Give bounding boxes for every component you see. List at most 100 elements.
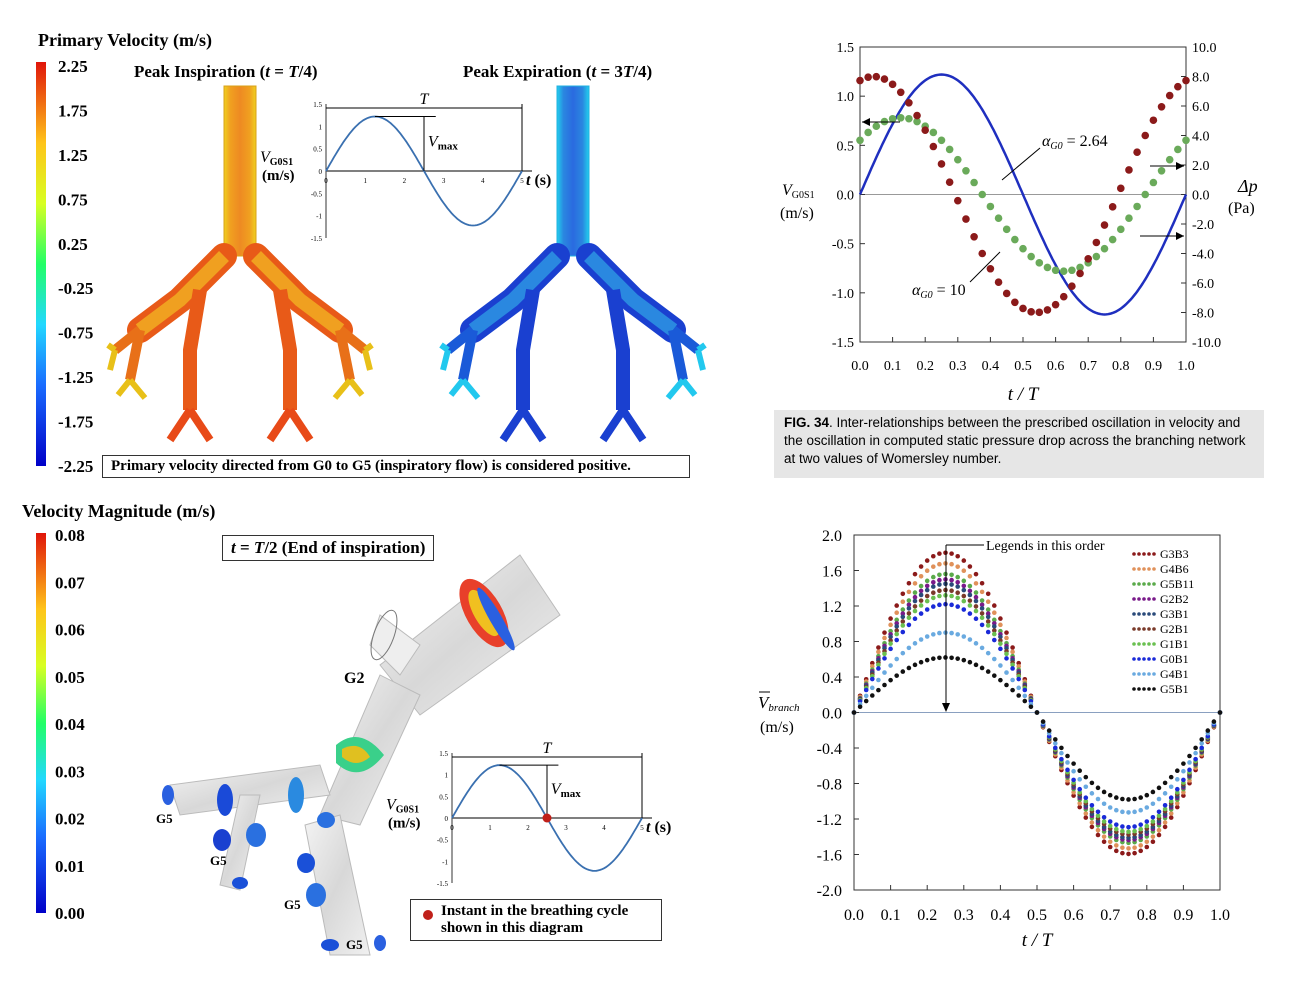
alpha-10-point bbox=[1043, 306, 1052, 314]
series-point bbox=[900, 669, 906, 674]
series-point bbox=[882, 670, 887, 675]
g5-label-2: G5 bbox=[210, 853, 227, 868]
alpha-2-64-point bbox=[905, 114, 913, 123]
alpha-2-64-point bbox=[994, 214, 1003, 223]
series-point bbox=[979, 606, 985, 611]
colorbar-tick-label: 2.25 bbox=[58, 57, 88, 76]
series-point bbox=[961, 587, 967, 593]
series-point bbox=[882, 651, 887, 657]
alpha-2-64-point bbox=[896, 114, 905, 122]
alpha-10-point bbox=[856, 76, 864, 85]
series-point bbox=[1071, 790, 1076, 795]
alpha-2-64-point bbox=[1100, 244, 1109, 253]
series-point bbox=[1010, 645, 1015, 650]
alpha-2-64-point bbox=[1157, 166, 1166, 175]
right-y-tick-label: -6.0 bbox=[1192, 277, 1214, 292]
series-point bbox=[1095, 796, 1101, 802]
series-point bbox=[985, 623, 991, 628]
y-tick-label: 0.4 bbox=[822, 670, 842, 687]
legend-order-annotation: Legends in this order bbox=[986, 539, 1105, 554]
series-point bbox=[1138, 826, 1143, 832]
series-point bbox=[1168, 774, 1174, 780]
expiration-title-t: t bbox=[591, 62, 597, 81]
series-point bbox=[1077, 768, 1082, 773]
y-axis-unit: (m/s) bbox=[760, 719, 794, 736]
legend-marker bbox=[1142, 657, 1146, 661]
colorbar-tick-label: 0.02 bbox=[55, 810, 85, 829]
alpha-2-64-point bbox=[954, 155, 962, 164]
series-point bbox=[900, 611, 906, 616]
series-point bbox=[1162, 806, 1168, 812]
series-point bbox=[1132, 809, 1137, 815]
series-point bbox=[906, 665, 912, 671]
series-point bbox=[937, 588, 942, 593]
series-point bbox=[992, 617, 997, 623]
inset-x-tick: 3 bbox=[442, 177, 446, 185]
series-point bbox=[918, 564, 924, 569]
left-y-tick-label: 1.0 bbox=[837, 90, 855, 105]
series-point bbox=[863, 687, 869, 693]
alpha-2-64-point bbox=[1019, 244, 1027, 253]
series-point bbox=[967, 659, 973, 665]
series-point bbox=[937, 551, 942, 556]
alpha-10-point bbox=[1133, 148, 1141, 157]
alpha-10-point bbox=[921, 126, 929, 135]
right-y-tick-label: 6.0 bbox=[1192, 100, 1210, 115]
left-y-tick-label: -1.0 bbox=[832, 287, 854, 302]
alpha-2-64-point bbox=[1165, 155, 1174, 164]
series-point bbox=[1083, 795, 1089, 801]
x-tick-label: 0.2 bbox=[917, 907, 937, 924]
series-point bbox=[1114, 807, 1119, 813]
series-point bbox=[882, 682, 887, 688]
series-point bbox=[1175, 804, 1180, 810]
alpha-10-point bbox=[1182, 76, 1190, 85]
series-point bbox=[967, 637, 973, 642]
series-point bbox=[1144, 844, 1150, 850]
series-point bbox=[1120, 850, 1125, 856]
colorbar-tick-label: -1.75 bbox=[58, 413, 93, 432]
expiration-title-post: /4) bbox=[633, 62, 653, 81]
series-point bbox=[894, 617, 899, 623]
x-tick-label: 0.3 bbox=[954, 907, 974, 924]
series-point bbox=[1120, 809, 1125, 815]
series-point bbox=[1016, 693, 1021, 698]
series-point bbox=[955, 656, 960, 661]
inset-y-tick: 0 bbox=[445, 815, 449, 823]
series-point bbox=[863, 698, 869, 704]
legend-label: G3B1 bbox=[1160, 607, 1189, 621]
series-point bbox=[1168, 815, 1174, 820]
inset-y-tick: -1 bbox=[316, 213, 322, 221]
series-point bbox=[979, 580, 985, 586]
series-point bbox=[918, 637, 924, 642]
legend-order-arrowhead bbox=[942, 703, 950, 712]
series-point bbox=[888, 646, 893, 652]
series-point bbox=[979, 665, 985, 671]
breathing-instant-legend: Instant in the breathing cycle shown in … bbox=[410, 899, 662, 941]
series-point bbox=[906, 606, 912, 611]
primary-velocity-figure: 2.25 1.75 1.25 0.75 0.25 -0.25 -0.75 -1.25 -1.75… bbox=[36, 57, 707, 476]
series-point bbox=[912, 590, 918, 595]
series-point bbox=[1187, 760, 1192, 765]
y-axis-label: Vbranch bbox=[758, 693, 800, 714]
series-point bbox=[1059, 750, 1064, 756]
colorbar-tick-label: 0.07 bbox=[55, 573, 85, 592]
legend-marker bbox=[1142, 642, 1146, 646]
alpha-10-pointer bbox=[969, 251, 1001, 283]
alpha-2-64-point bbox=[1125, 214, 1133, 223]
series-point bbox=[937, 561, 942, 567]
series-point bbox=[955, 564, 960, 569]
legend-marker bbox=[1142, 612, 1146, 616]
inset-x-tick: 3 bbox=[564, 824, 568, 832]
pressure-drop-panel: 1.5 1.0 0.5 0.0 -0.5 -1.0 -1.5 10.0 8.0 6.0 4.0 2.0… bbox=[770, 30, 1316, 410]
series-point bbox=[1144, 819, 1150, 824]
alpha-10-point bbox=[1076, 269, 1084, 278]
series-point bbox=[967, 573, 973, 579]
series-point bbox=[949, 593, 954, 599]
legend-label: G4B1 bbox=[1160, 667, 1189, 681]
x-tick-label: 0.7 bbox=[1100, 907, 1120, 924]
inset-y-tick: 0.5 bbox=[439, 793, 448, 801]
series-point bbox=[894, 624, 899, 629]
inset-vmax-label: Vmax bbox=[551, 781, 581, 800]
series-point bbox=[1004, 656, 1009, 661]
inset-y-label: VG0S1 bbox=[386, 796, 419, 815]
